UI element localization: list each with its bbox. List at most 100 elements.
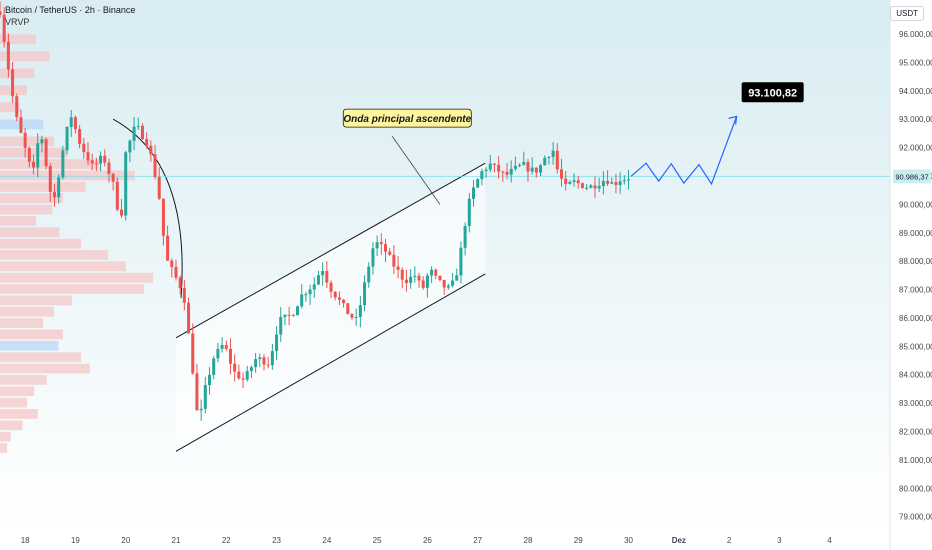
- candle-body: [580, 183, 584, 188]
- candle-body: [52, 191, 56, 198]
- candle-body: [568, 181, 572, 184]
- candle-body: [15, 96, 19, 118]
- volume-profile-bar: [0, 272, 153, 283]
- volume-profile-bar: [0, 227, 60, 238]
- x-tick-label: 18: [21, 536, 30, 545]
- volume-profile-bar: [0, 284, 144, 294]
- volume-profile-bar: [0, 306, 54, 317]
- volume-profile-bar: [0, 51, 50, 62]
- y-tick-label: 93.000,00: [899, 115, 932, 124]
- current-price-tag: 90.986,37: [893, 169, 931, 184]
- y-tick-label: 96.000,00: [899, 30, 932, 39]
- candle-body: [409, 276, 413, 284]
- candle-body: [132, 126, 136, 141]
- candle-body: [78, 129, 82, 144]
- x-tick-label: 22: [222, 536, 231, 545]
- candle-body: [471, 187, 476, 199]
- volume-profile-bar: [0, 340, 59, 351]
- x-tick-label: 24: [322, 536, 331, 545]
- currency-button[interactable]: USDT: [890, 6, 924, 21]
- candle-body: [120, 209, 124, 216]
- target-price-label: 93.100,82: [741, 82, 804, 103]
- y-tick-label: 89.000,00: [899, 229, 932, 238]
- candle-body: [559, 169, 563, 179]
- x-tick-label: 4: [827, 536, 832, 545]
- x-tick-label: 25: [373, 536, 382, 545]
- y-tick-label: 83.000,00: [899, 399, 932, 408]
- x-tick-label: 23: [272, 536, 281, 545]
- candle-body: [258, 357, 262, 360]
- candle-body: [618, 181, 622, 186]
- candle-body: [23, 132, 27, 148]
- candle-body: [69, 117, 73, 127]
- candle-body: [555, 150, 559, 170]
- x-tick-label: 21: [172, 536, 181, 545]
- volume-profile-bar: [0, 431, 11, 442]
- y-tick-label: 88.000,00: [899, 257, 932, 266]
- candle-body: [107, 162, 111, 174]
- candle-body: [375, 242, 379, 249]
- candle-body: [497, 164, 501, 172]
- wave-label-callout: [391, 136, 441, 205]
- candle-body: [241, 378, 245, 380]
- volume-profile-bar: [0, 68, 35, 79]
- candle-body: [36, 143, 40, 168]
- candle-body: [509, 168, 513, 175]
- candle-body: [438, 275, 442, 281]
- candle-body: [90, 160, 94, 164]
- volume-profile-bar: [0, 318, 44, 329]
- candle-body: [467, 198, 471, 227]
- candle-body: [48, 166, 52, 192]
- candle-body: [304, 294, 308, 296]
- candle-body: [585, 187, 589, 189]
- candle-body: [601, 180, 605, 186]
- volume-profile-bar: [0, 261, 126, 272]
- volume-profile-bar: [0, 363, 90, 374]
- candle-body: [350, 314, 354, 318]
- candle-body: [187, 302, 191, 334]
- candle-body: [245, 371, 249, 380]
- candle-body: [195, 373, 199, 411]
- candle-body: [316, 275, 320, 285]
- candle-body: [551, 150, 555, 157]
- candle-body: [488, 163, 492, 170]
- candle-body: [480, 171, 484, 180]
- candle-body: [300, 294, 304, 307]
- candle-body: [383, 244, 388, 252]
- candle-body: [61, 150, 65, 178]
- candle-body: [191, 333, 195, 374]
- y-tick-label: 82.000,00: [899, 427, 932, 436]
- candle-body: [342, 299, 346, 304]
- current-price-tag-text: 90.986,37: [895, 172, 928, 181]
- candle-body: [291, 315, 295, 317]
- y-tick-label: 95.000,00: [899, 58, 932, 67]
- candle-body: [363, 282, 367, 306]
- candle-body: [57, 177, 61, 198]
- current-price-tag-box: [893, 169, 931, 184]
- candle-body: [392, 254, 396, 267]
- candle-body: [182, 288, 186, 303]
- y-tick-label: 84.000,00: [899, 371, 932, 380]
- indicator-label[interactable]: VRVP: [5, 17, 30, 27]
- candle-body: [128, 140, 132, 153]
- candle-body: [99, 155, 103, 164]
- candle-body: [228, 348, 232, 364]
- candle-body: [606, 180, 610, 184]
- time-axis: [0, 528, 890, 550]
- candle-body: [526, 161, 530, 172]
- wave-label-text: Onda principal ascendente: [343, 114, 471, 125]
- y-tick-label: 87.000,00: [899, 286, 932, 295]
- channel-upper-line: [175, 162, 486, 339]
- candle-body: [325, 271, 329, 283]
- arc-drawing: [112, 118, 183, 299]
- candle-body: [224, 344, 228, 349]
- candle-body: [111, 173, 115, 182]
- candle-body: [396, 266, 400, 270]
- candle-body: [136, 125, 140, 127]
- candle-body: [367, 266, 371, 283]
- candle-body: [312, 284, 316, 290]
- candle-body: [430, 269, 434, 276]
- candle-body: [32, 161, 36, 168]
- volume-profile-bar: [0, 193, 63, 204]
